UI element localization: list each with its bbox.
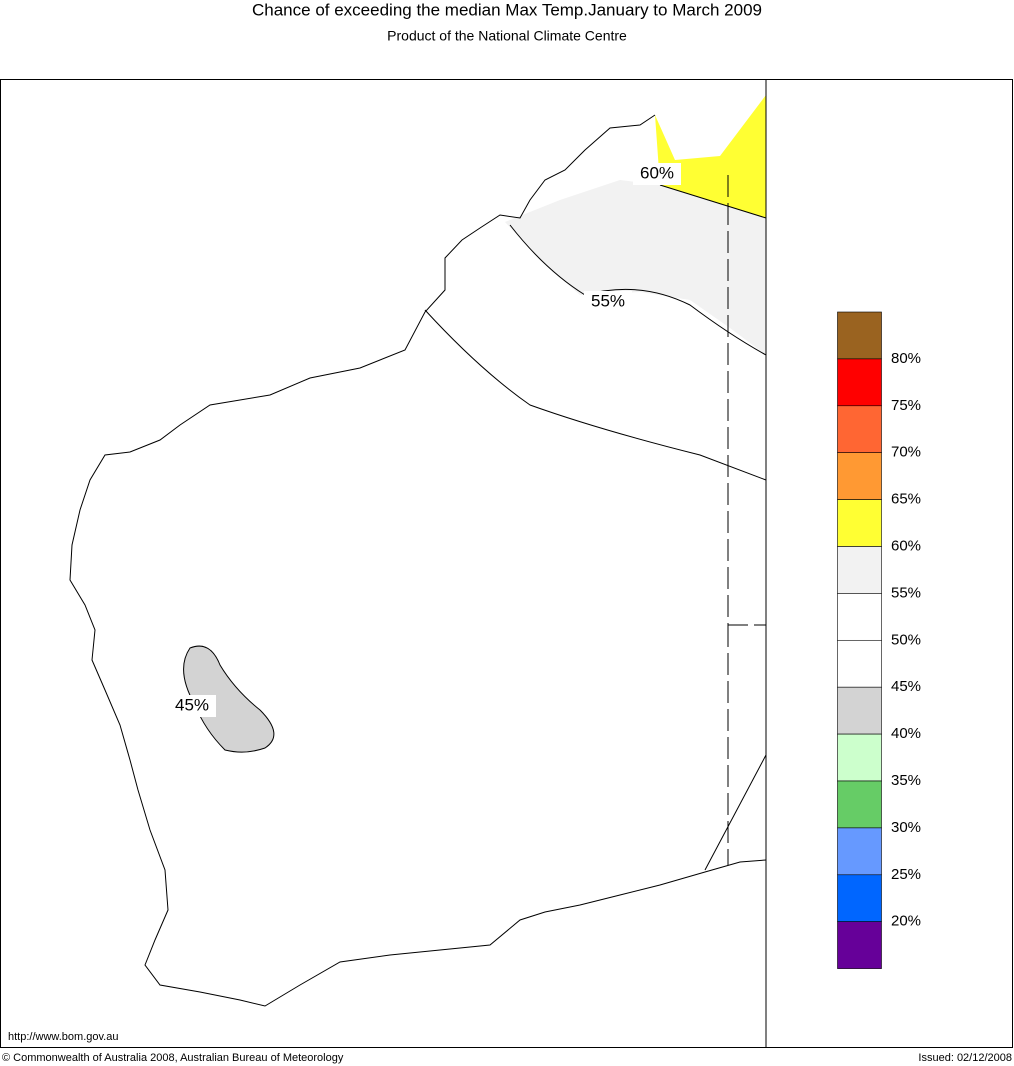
contour-label: 45% — [175, 695, 209, 714]
legend-swatch — [837, 452, 882, 500]
legend-swatch — [837, 593, 882, 641]
contour-label: 60% — [640, 163, 674, 182]
title: Chance of exceeding the median Max Temp.… — [252, 0, 762, 19]
url: http://www.bom.gov.au — [8, 1031, 118, 1043]
legend-label: 50% — [891, 631, 921, 648]
issued: Issued: 02/12/2008 — [918, 1052, 1012, 1064]
region-55 — [505, 180, 766, 355]
contour-label-bg — [168, 695, 216, 717]
legend-swatch — [837, 921, 882, 969]
legend-label: 30% — [891, 819, 921, 836]
coastline — [69, 114, 767, 1007]
legend-label: 35% — [891, 772, 921, 789]
copyright: © Commonwealth of Australia 2008, Austra… — [2, 1052, 344, 1064]
contour-55 — [509, 224, 767, 356]
legend-label: 25% — [891, 866, 921, 883]
region-60 — [655, 95, 766, 218]
legend-label: 55% — [891, 584, 921, 601]
legend-label: 65% — [891, 491, 921, 508]
legend-swatch — [837, 686, 882, 735]
contour-label: 55% — [591, 291, 625, 310]
contour-50b — [704, 754, 767, 871]
legend: 80% 75% 70% 65% 60% 55% 50% 45% 40% 35% 30% 25% 20% — [837, 311, 921, 969]
legend-swatch — [837, 405, 882, 453]
legend-swatch — [837, 827, 882, 876]
contour-50 — [424, 309, 767, 481]
state-border — [727, 175, 766, 865]
legend-label: 45% — [891, 678, 921, 695]
contour-labels: 60% 55% 45% — [168, 163, 681, 717]
contour-60 — [659, 184, 767, 219]
legend-label: 75% — [891, 397, 921, 414]
map-frame — [0, 79, 1013, 1048]
contour-label-bg — [633, 163, 681, 185]
legend-swatch — [837, 780, 882, 829]
legend-label: 40% — [891, 725, 921, 742]
legend-label: 70% — [891, 444, 921, 461]
legend-label: 80% — [891, 350, 921, 367]
contour-label-bg — [584, 291, 632, 313]
map — [69, 79, 767, 1047]
legend-swatch — [837, 546, 882, 594]
legend-label: 20% — [891, 913, 921, 930]
subtitle: Product of the National Climate Centre — [387, 28, 627, 44]
legend-swatch — [837, 874, 882, 922]
legend-swatch — [837, 733, 882, 782]
legend-swatch — [837, 311, 882, 360]
legend-swatch — [837, 358, 882, 407]
legend-label: 60% — [891, 537, 921, 554]
legend-swatch — [837, 639, 882, 688]
legend-swatch — [837, 499, 882, 547]
